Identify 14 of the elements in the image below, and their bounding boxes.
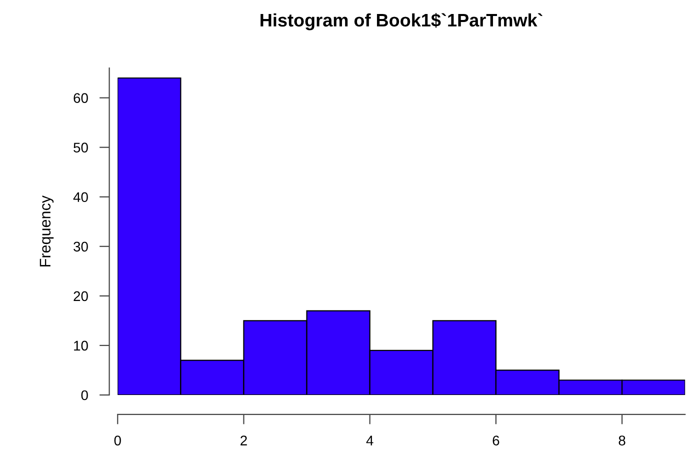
y-axis-title: Frequency — [40, 195, 54, 266]
y-tick-label: 0 — [81, 390, 88, 400]
y-tick-label: 30 — [74, 242, 88, 252]
x-tick-label: 6 — [492, 436, 500, 446]
y-tick-label: 40 — [73, 192, 88, 202]
y-tick-label: 20 — [74, 291, 88, 302]
y-tick-label: 50 — [74, 142, 88, 153]
x-tick-label: 4 — [366, 436, 374, 446]
x-tick-label: 2 — [240, 436, 247, 446]
chart-title: Histogram of Book1$`1ParTmwk` — [260, 13, 542, 30]
x-tick-label: 0 — [114, 436, 121, 446]
y-tick-label: 60 — [74, 93, 88, 103]
y-tick-label: 10 — [74, 340, 88, 351]
x-tick-label: 8 — [618, 436, 626, 446]
